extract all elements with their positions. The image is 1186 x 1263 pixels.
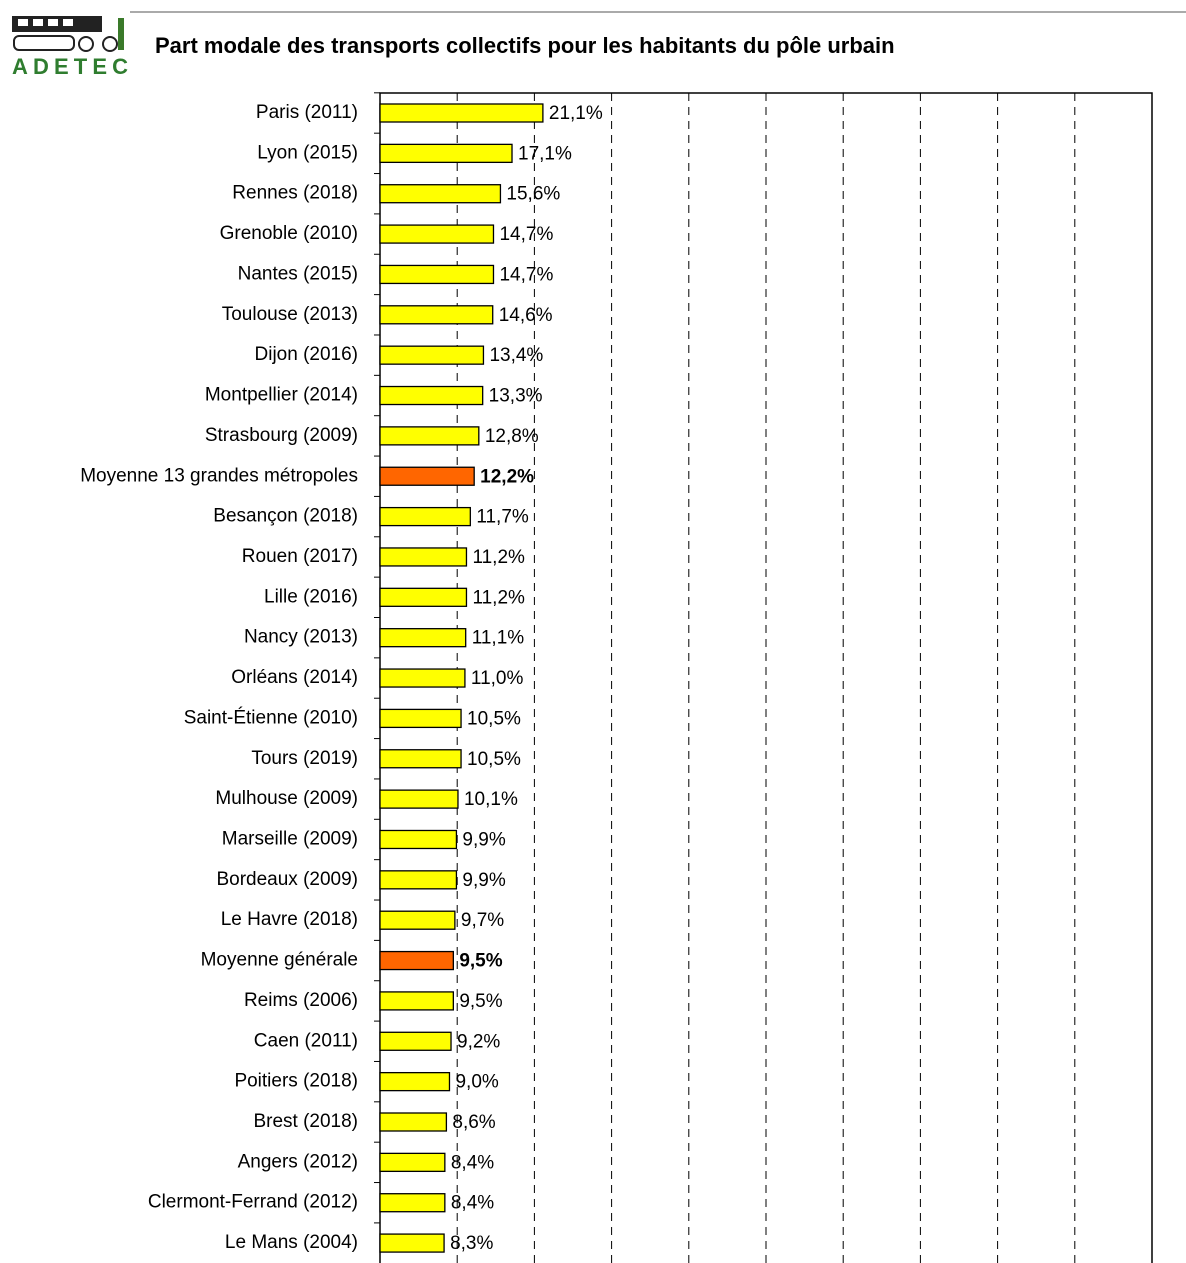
bar <box>379 426 480 446</box>
category-label: Grenoble (2010) <box>220 223 358 244</box>
value-label: 9,9% <box>462 829 505 850</box>
category-label: Lyon (2015) <box>257 142 358 163</box>
category-label: Moyenne générale <box>201 950 358 971</box>
category-label: Montpellier (2014) <box>205 385 358 406</box>
bar <box>379 708 462 729</box>
bar <box>379 1193 446 1213</box>
value-label: 21,1% <box>549 103 603 124</box>
category-label: Rennes (2018) <box>232 183 358 204</box>
value-label: 12,8% <box>485 426 539 447</box>
category-label: Rouen (2017) <box>242 546 358 567</box>
value-label: 8,4% <box>451 1152 494 1173</box>
bar <box>379 506 471 527</box>
bar <box>379 224 495 244</box>
bar <box>379 1233 445 1253</box>
bar <box>379 587 468 607</box>
category-label: Lille (2016) <box>264 586 358 607</box>
value-label: 9,2% <box>457 1031 500 1052</box>
value-label: 14,7% <box>499 264 553 285</box>
category-label: Orléans (2014) <box>231 667 358 688</box>
value-label: 10,1% <box>464 789 518 810</box>
value-label: 11,0% <box>471 668 524 689</box>
category-label: Toulouse (2013) <box>222 304 358 325</box>
bar <box>379 385 484 406</box>
value-label: 9,9% <box>462 870 505 891</box>
value-label: 9,0% <box>455 1072 498 1093</box>
chart-title: Part modale des transports collectifs po… <box>155 33 895 58</box>
bar <box>379 628 467 648</box>
value-label: 8,6% <box>452 1112 495 1133</box>
category-label: Caen (2011) <box>254 1030 358 1051</box>
category-label: Angers (2012) <box>238 1151 358 1172</box>
bar <box>379 184 502 204</box>
logo-text: ADETEC <box>12 54 128 79</box>
bar <box>379 1112 448 1132</box>
category-label: Strasbourg (2009) <box>205 425 358 446</box>
category-label: Le Havre (2018) <box>221 909 358 930</box>
bar <box>379 466 475 486</box>
category-label: Brest (2018) <box>253 1111 358 1132</box>
bar <box>379 870 458 890</box>
bar <box>379 547 468 567</box>
logo: ADETEC <box>12 16 128 79</box>
value-label: 11,2% <box>472 547 525 568</box>
value-label: 9,5% <box>459 951 502 972</box>
bar <box>379 950 454 971</box>
bar <box>379 103 544 123</box>
category-label: Mulhouse (2009) <box>215 788 358 809</box>
value-label: 11,1% <box>472 628 525 649</box>
bar <box>379 668 466 688</box>
value-label: 10,5% <box>467 749 521 770</box>
bar <box>379 305 494 325</box>
bar <box>379 1071 451 1092</box>
bar <box>379 264 495 285</box>
bar <box>379 345 485 365</box>
bar <box>379 991 454 1011</box>
value-label: 12,2% <box>480 466 534 487</box>
bar <box>379 143 513 164</box>
value-label: 15,6% <box>506 184 560 205</box>
category-label: Moyenne 13 grandes métropoles <box>80 465 358 486</box>
category-label: Clermont-Ferrand (2012) <box>148 1192 358 1213</box>
category-label: Marseille (2009) <box>222 828 358 849</box>
category-label: Le Mans (2004) <box>225 1232 358 1253</box>
category-label: Dijon (2016) <box>255 344 359 365</box>
bar <box>379 1031 452 1051</box>
bar <box>379 1152 446 1173</box>
value-label: 14,6% <box>499 305 553 326</box>
category-label: Paris (2011) <box>256 102 358 123</box>
value-label: 9,5% <box>459 991 502 1012</box>
value-label: 9,7% <box>461 910 504 931</box>
category-label: Nantes (2015) <box>238 263 358 284</box>
value-label: 11,7% <box>476 507 529 528</box>
category-label: Tours (2019) <box>251 748 358 769</box>
category-label: Reims (2006) <box>244 990 358 1011</box>
value-label: 14,7% <box>499 224 553 245</box>
bar <box>379 789 459 809</box>
value-label: 13,3% <box>489 386 543 407</box>
category-label: Poitiers (2018) <box>234 1071 358 1092</box>
category-label: Saint-Étienne (2010) <box>184 707 358 728</box>
bar <box>379 910 456 930</box>
value-label: 17,1% <box>518 143 572 164</box>
value-label: 8,3% <box>450 1233 493 1254</box>
value-label: 10,5% <box>467 708 521 729</box>
value-label: 11,2% <box>472 587 525 608</box>
category-label: Nancy (2013) <box>244 627 358 648</box>
bar <box>379 749 462 769</box>
bar <box>379 829 458 850</box>
category-label: Besançon (2018) <box>213 506 358 527</box>
value-label: 13,4% <box>489 345 543 366</box>
value-label: 8,4% <box>451 1193 494 1214</box>
category-label: Bordeaux (2009) <box>216 869 358 890</box>
